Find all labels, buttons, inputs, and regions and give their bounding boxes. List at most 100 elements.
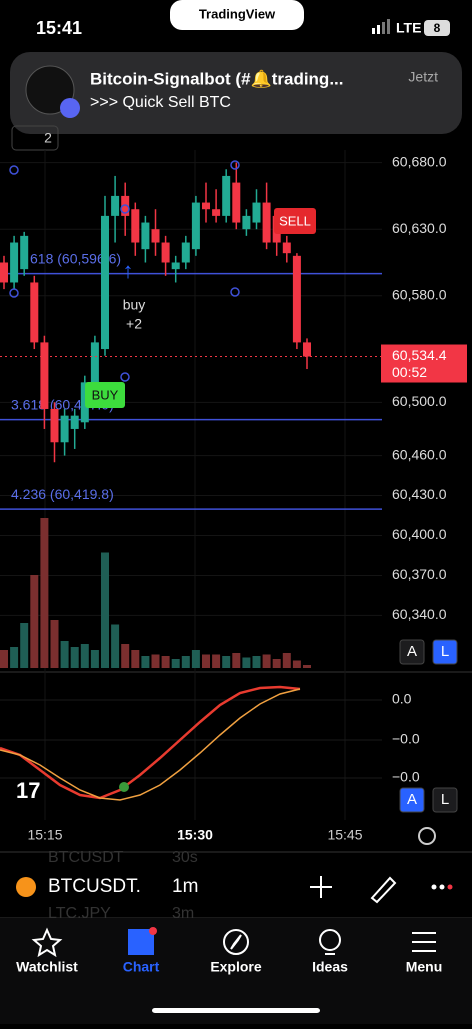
behind-interval: 3m — [172, 905, 194, 922]
battery-level: 8 — [434, 21, 441, 35]
signal-icon — [387, 19, 390, 34]
price-tick-label: 60,370.0 — [392, 566, 447, 582]
pivot-marker — [120, 372, 130, 382]
chart-badge — [149, 927, 157, 935]
pivot-marker — [9, 288, 19, 298]
candle-body — [10, 242, 19, 283]
price-tick-label: 60,400.0 — [392, 526, 447, 542]
signal-icon — [372, 28, 375, 34]
osc-tick-label: 0.0 — [392, 691, 412, 707]
candle-body — [0, 262, 8, 283]
candle-body — [292, 255, 301, 343]
nav-icon[interactable] — [128, 929, 154, 955]
volume-bar — [181, 656, 190, 668]
notification[interactable] — [10, 52, 462, 134]
candle-body — [222, 175, 231, 216]
nav-label[interactable]: Watchlist — [16, 959, 78, 975]
candle-body — [131, 209, 140, 243]
candle-body — [111, 195, 120, 216]
more-icon[interactable] — [439, 884, 445, 890]
candle-body — [262, 202, 271, 243]
price-tick-label: 60,580.0 — [392, 286, 447, 302]
scale-button[interactable] — [399, 787, 425, 813]
nav-label[interactable]: Explore — [210, 959, 262, 975]
candle-body — [101, 215, 109, 350]
fib-label: 618 (60,596.6) — [30, 250, 121, 266]
nav-icon[interactable] — [31, 927, 63, 958]
osc-line — [0, 685, 301, 800]
add-icon[interactable] — [310, 876, 332, 898]
more-icon[interactable] — [431, 884, 437, 890]
notification-time: Jetzt — [408, 69, 438, 85]
volume-bar — [202, 654, 210, 668]
volume-bar — [191, 650, 200, 668]
discord-icon — [60, 98, 80, 118]
volume-bar — [80, 644, 89, 668]
scale-button-label: A — [407, 643, 417, 660]
indicator-toggle[interactable] — [11, 125, 59, 151]
volume-bar — [20, 623, 29, 668]
buy-badge — [85, 382, 125, 408]
volume-bar — [282, 653, 291, 668]
volume-bar — [232, 653, 241, 668]
last-price-tag — [381, 344, 467, 383]
candle-body — [282, 242, 291, 254]
btc-icon — [16, 877, 36, 897]
volume-bar — [30, 575, 39, 668]
last-price-label: 60,534.4 — [392, 347, 447, 363]
notification-title: Bitcoin-Signalbot (#🔔trading... — [90, 69, 344, 88]
status-time: 15:41 — [36, 18, 82, 38]
candle-body — [141, 222, 150, 250]
candle-body — [212, 209, 221, 216]
volume-bar — [242, 657, 251, 668]
scale-button[interactable] — [432, 639, 458, 665]
price-tick-label: 60,460.0 — [392, 446, 447, 462]
volume-bar — [141, 656, 150, 668]
interval[interactable]: 1m — [172, 876, 198, 897]
buy-badge-text: BUY — [92, 387, 119, 402]
scale-button-label: L — [441, 643, 449, 660]
scale-button-label: L — [441, 791, 449, 808]
volume-bar — [292, 660, 301, 668]
candle-body — [242, 215, 251, 230]
scale-button[interactable] — [432, 787, 458, 813]
volume-bar — [272, 659, 281, 668]
candle-body — [40, 342, 49, 409]
nav-label[interactable]: Chart — [123, 959, 160, 975]
nav-icon[interactable] — [222, 929, 249, 955]
settings-icon[interactable] — [418, 827, 436, 845]
volume-bar — [171, 659, 180, 668]
symbol[interactable]: BTCUSDT. — [48, 876, 141, 897]
time-label: 15:45 — [327, 827, 362, 843]
nav-label[interactable]: Ideas — [312, 959, 348, 975]
nav-bar — [0, 918, 472, 1024]
volume-bar — [303, 665, 311, 668]
volume-bar — [111, 624, 120, 668]
pivot-marker — [230, 287, 240, 297]
pivot-marker — [230, 160, 240, 170]
network: LTE — [396, 20, 421, 36]
osc-tick-label: −0.0 — [392, 769, 420, 785]
time-label: 15:15 — [27, 827, 62, 843]
candle-body — [181, 242, 190, 263]
volume-bar — [121, 644, 130, 668]
nav-label[interactable]: Menu — [406, 959, 443, 975]
price-tick-label: 60,340.0 — [392, 606, 447, 622]
behind-symbol: BTCUSDT — [48, 849, 124, 866]
volume-bar — [222, 656, 231, 668]
osc-tick-label: −0.0 — [392, 731, 420, 747]
time-label: 15:30 — [177, 827, 213, 843]
indicator-count: 2 — [44, 130, 52, 146]
nav-icon[interactable] — [412, 932, 436, 952]
candle-body — [252, 202, 261, 223]
home-indicator — [152, 1008, 320, 1013]
draw-icon[interactable] — [370, 876, 397, 904]
candle-body — [20, 235, 29, 270]
candle-body — [303, 342, 311, 357]
more-icon[interactable] — [447, 884, 453, 890]
scale-button[interactable] — [399, 639, 425, 665]
volume-bar — [161, 656, 170, 668]
candle-body — [202, 202, 210, 210]
buy-count: +2 — [126, 316, 142, 332]
nav-icon[interactable] — [318, 929, 341, 955]
